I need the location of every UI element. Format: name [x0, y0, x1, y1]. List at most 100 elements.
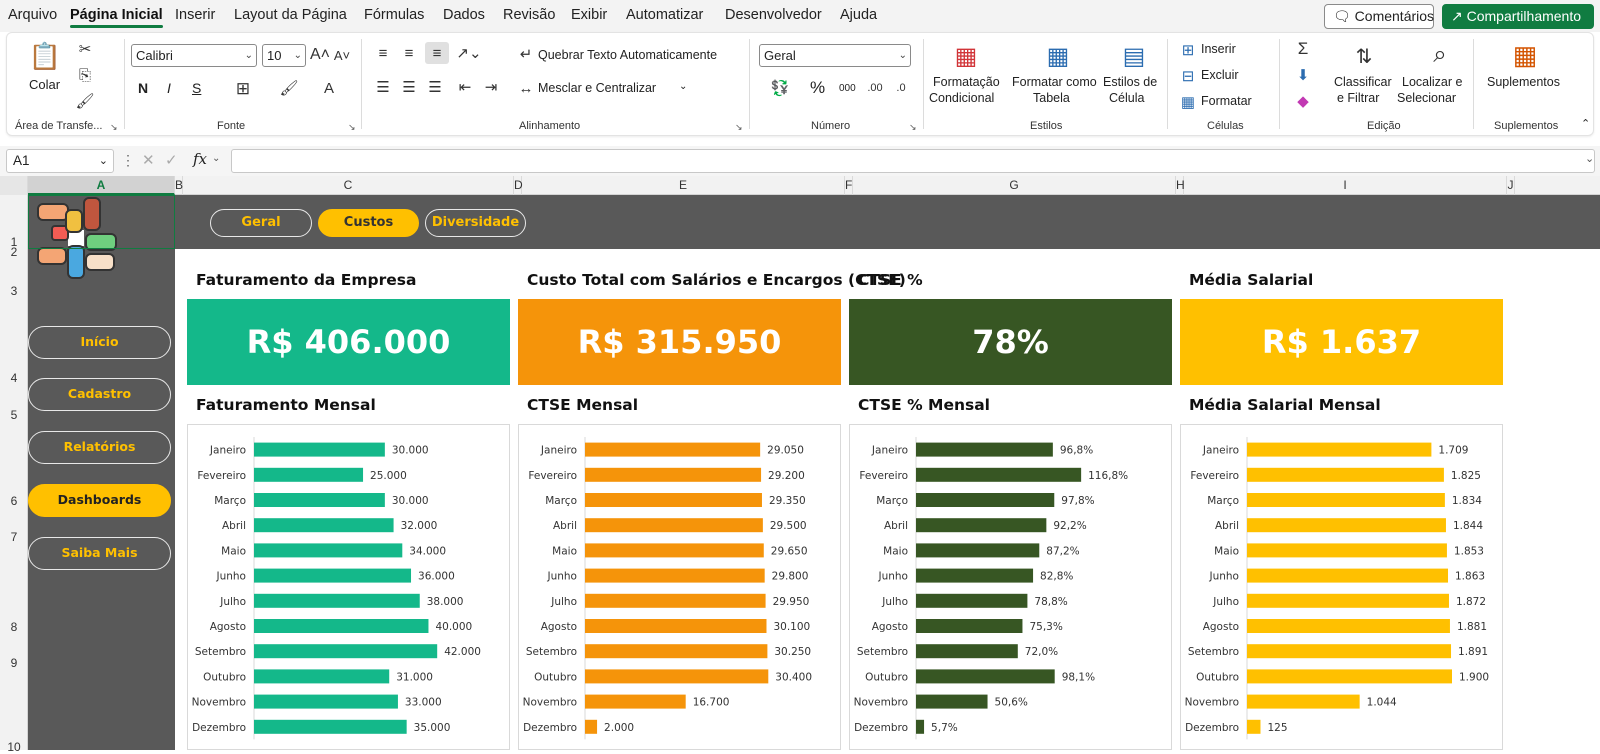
currency-format-icon[interactable]: 💱 — [770, 80, 790, 97]
expand-formula-icon[interactable]: ⌄ — [1585, 153, 1595, 165]
tab-geral[interactable]: Geral — [210, 209, 312, 237]
menu-formulas[interactable]: Fórmulas — [364, 7, 425, 23]
align-bottom-icon[interactable]: ≡ — [425, 42, 449, 64]
bold-button[interactable]: N — [138, 80, 149, 96]
column-header-c[interactable]: C — [183, 176, 514, 195]
row-header-4[interactable]: 4 — [10, 371, 18, 385]
decrease-indent-icon[interactable]: ⇤ — [458, 79, 472, 96]
column-header-j[interactable]: J — [1507, 176, 1515, 195]
insert-function-icon[interactable]: fx — [193, 150, 208, 168]
row-header-6[interactable]: 6 — [10, 494, 18, 508]
align-center-icon[interactable]: ☰ — [402, 79, 416, 96]
thousands-button[interactable]: 000 — [839, 83, 856, 94]
increase-decimal-icon[interactable]: .00 — [867, 82, 883, 94]
column-header-a[interactable]: A — [28, 176, 175, 195]
decrease-decimal-icon[interactable]: .0 — [896, 82, 906, 94]
row-header-5[interactable]: 5 — [10, 408, 18, 422]
cell-styles-icon[interactable]: ▤ — [1122, 42, 1146, 70]
align-middle-icon[interactable]: ≡ — [404, 44, 414, 62]
tab-custos[interactable]: Custos — [318, 209, 419, 237]
decrease-font-icon[interactable]: A˅ — [333, 47, 351, 63]
row-header-10[interactable]: 10 — [7, 740, 21, 754]
alignment-dialog-launcher-icon[interactable]: ↘ — [735, 122, 743, 132]
insert-cells-icon[interactable]: ⊞ — [1181, 42, 1195, 59]
align-right-icon[interactable]: ☰ — [428, 79, 442, 96]
menu-desenvolvedor[interactable]: Desenvolvedor — [725, 7, 822, 23]
delete-cells-icon[interactable]: ⊟ — [1181, 68, 1195, 85]
paste-label[interactable]: Colar — [29, 77, 61, 92]
formula-input[interactable] — [231, 149, 1595, 173]
enter-icon[interactable]: ✓ — [165, 152, 178, 169]
wrap-text-icon[interactable]: ↵ — [519, 46, 533, 63]
comments-button[interactable]: 🗨 Comentários — [1324, 4, 1434, 29]
orientation-icon[interactable]: ↗⌄ — [456, 45, 482, 62]
sort-filter-line2[interactable]: e Filtrar — [1337, 91, 1380, 105]
borders-icon[interactable]: ⊞ — [235, 79, 251, 98]
font-size-select[interactable]: 10 ⌄ — [262, 44, 306, 67]
menu-layout-da-pagina[interactable]: Layout da Página — [234, 7, 347, 23]
merge-center-icon[interactable]: ↔ — [518, 79, 534, 97]
insert-cells-button[interactable]: Inserir — [1201, 42, 1236, 56]
collapse-ribbon-icon[interactable]: ⌃ — [1581, 118, 1591, 130]
font-color-icon[interactable]: A — [323, 79, 334, 97]
select-all-corner[interactable] — [0, 176, 28, 195]
format-cells-icon[interactable]: ▦ — [1180, 94, 1196, 111]
column-header-i[interactable]: I — [1184, 176, 1507, 195]
menu-automatizar[interactable]: Automatizar — [626, 7, 704, 23]
cancel-icon[interactable]: ✕ — [142, 152, 155, 169]
column-header-h[interactable]: H — [1176, 176, 1185, 195]
format-table-icon[interactable]: ▦ — [1046, 42, 1070, 70]
find-select-icon[interactable]: ⌕ — [1433, 41, 1447, 68]
autosum-icon[interactable]: Σ — [1297, 39, 1309, 58]
copy-icon[interactable]: ⎘ — [78, 66, 91, 84]
clear-icon[interactable]: ◆ — [1297, 93, 1309, 110]
nav-dashboards[interactable]: Dashboards — [28, 484, 171, 517]
column-header-f[interactable]: F — [845, 176, 853, 195]
row-header-2[interactable]: 2 — [10, 245, 18, 259]
cell-styles-line1[interactable]: Estilos de — [1103, 75, 1158, 89]
increase-font-icon[interactable]: A˄ — [310, 46, 331, 63]
menu-inserir[interactable]: Inserir — [175, 7, 216, 23]
sort-filter-icon[interactable]: ⇅ — [1355, 45, 1373, 68]
clipboard-dialog-launcher-icon[interactable]: ↘ — [110, 122, 118, 132]
share-button[interactable]: ↗ Compartilhamento — [1442, 4, 1594, 29]
number-format-select[interactable]: Geral ⌄ — [759, 44, 911, 67]
addins-button[interactable]: Suplementos — [1487, 75, 1560, 89]
more-options-icon[interactable]: ⋮ — [121, 152, 135, 168]
font-dialog-launcher-icon[interactable]: ↘ — [348, 122, 356, 132]
format-table-line2[interactable]: Tabela — [1033, 91, 1070, 105]
conditional-format-line2[interactable]: Condicional — [929, 91, 995, 105]
wrap-text-button[interactable]: Quebrar Texto Automaticamente — [538, 48, 718, 62]
italic-button[interactable]: I — [167, 80, 171, 96]
conditional-format-icon[interactable]: ▦ — [954, 42, 978, 70]
tab-diversidade[interactable]: Diversidade — [425, 209, 526, 237]
column-header-e[interactable]: E — [522, 176, 845, 195]
menu-exibir[interactable]: Exibir — [571, 7, 608, 23]
delete-cells-button[interactable]: Excluir — [1201, 68, 1239, 82]
nav-inicio[interactable]: Início — [28, 326, 171, 359]
row-header-3[interactable]: 3 — [10, 284, 18, 298]
percent-button[interactable]: % — [810, 78, 826, 97]
conditional-format-line1[interactable]: Formatação — [933, 75, 1000, 89]
menu-dados[interactable]: Dados — [443, 7, 485, 23]
row-header-9[interactable]: 9 — [10, 656, 18, 670]
column-header-d[interactable]: D — [514, 176, 523, 195]
column-header-g[interactable]: G — [853, 176, 1176, 195]
sort-filter-line1[interactable]: Classificar — [1334, 75, 1392, 89]
format-painter-icon[interactable]: 🖌 — [75, 93, 95, 110]
merge-dropdown-icon[interactable]: ⌄ — [679, 81, 688, 92]
underline-button[interactable]: S — [192, 80, 202, 96]
fill-color-icon[interactable]: 🖌 — [279, 80, 299, 97]
menu-revisao[interactable]: Revisão — [503, 7, 556, 23]
find-select-line2[interactable]: Selecionar — [1397, 91, 1457, 105]
nav-relatorios[interactable]: Relatórios — [28, 431, 171, 464]
align-left-icon[interactable]: ☰ — [376, 79, 390, 96]
find-select-line1[interactable]: Localizar e — [1402, 75, 1463, 89]
cut-icon[interactable]: ✂ — [78, 41, 92, 58]
menu-pagina-inicial[interactable]: Página Inicial — [70, 7, 163, 28]
increase-indent-icon[interactable]: ⇥ — [484, 79, 498, 96]
align-top-icon[interactable]: ≡ — [378, 44, 388, 62]
addins-icon[interactable]: ▦ — [1512, 39, 1538, 70]
paste-icon[interactable]: 📋 — [28, 40, 62, 71]
format-table-line1[interactable]: Formatar como — [1012, 75, 1097, 89]
